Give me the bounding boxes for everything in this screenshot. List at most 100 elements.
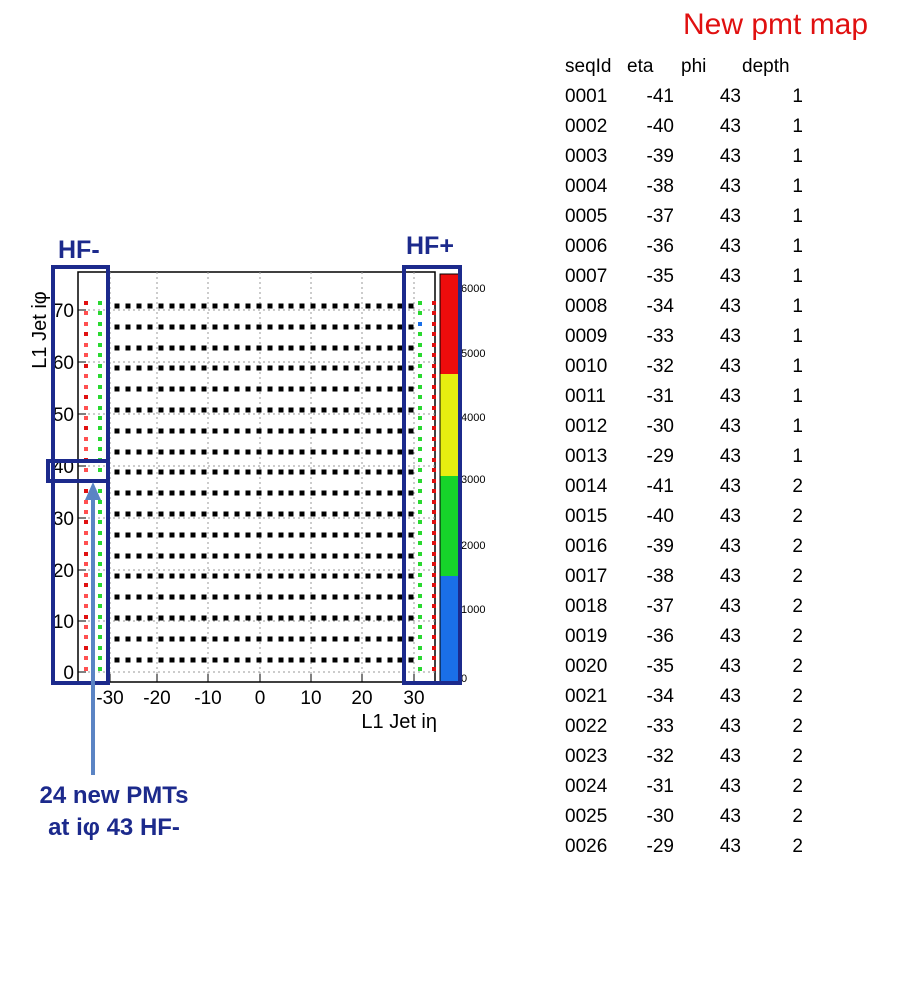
data-marker (223, 594, 229, 600)
data-marker (310, 615, 316, 621)
hf-minus-marker (84, 667, 88, 671)
data-marker (278, 636, 284, 642)
hf-minus-marker (84, 301, 88, 305)
data-marker (387, 532, 393, 538)
data-marker (332, 345, 338, 351)
data-marker (376, 386, 382, 392)
data-marker (321, 386, 327, 392)
hf-minus-marker (84, 447, 88, 451)
colorbar-segment (440, 274, 460, 374)
data-marker (321, 303, 327, 309)
hf-plus-marker (418, 458, 422, 462)
cell-phi: 43 (719, 626, 741, 647)
data-marker (245, 553, 251, 559)
data-marker (354, 532, 360, 538)
table-row: 0020 -35 43 2 (565, 656, 825, 686)
data-marker (332, 573, 338, 579)
data-marker (387, 657, 393, 663)
cell-seqid: 0021 (565, 686, 608, 707)
table-row: 0019 -36 43 2 (565, 626, 825, 656)
hf-minus-marker (84, 489, 88, 493)
data-marker (288, 636, 294, 642)
hf-minus-marker (98, 594, 102, 598)
data-marker (354, 449, 360, 455)
data-marker (299, 469, 305, 475)
data-marker (114, 365, 120, 371)
data-marker (147, 449, 153, 455)
hf-plus-marker (432, 447, 436, 451)
data-marker (278, 594, 284, 600)
y-tick-label: 0 (63, 663, 74, 684)
data-marker (256, 615, 262, 621)
hf-minus-marker (98, 301, 102, 305)
data-marker (169, 532, 175, 538)
hf-minus-marker (98, 510, 102, 514)
data-marker (387, 365, 393, 371)
data-marker (201, 532, 207, 538)
data-marker (321, 511, 327, 517)
data-marker (278, 615, 284, 621)
hf-plus-marker (418, 447, 422, 451)
data-marker (299, 511, 305, 517)
cell-depth: 2 (792, 806, 803, 827)
data-marker (190, 490, 196, 496)
data-marker (223, 303, 229, 309)
data-marker (365, 407, 371, 413)
data-marker (332, 657, 338, 663)
hf-minus-marker (84, 541, 88, 545)
data-marker (158, 573, 164, 579)
data-marker (179, 636, 185, 642)
y-tick-label: 20 (53, 561, 74, 582)
data-marker (397, 594, 403, 600)
hf-plus-marker (418, 562, 422, 566)
data-marker (212, 324, 218, 330)
data-marker (147, 657, 153, 663)
cell-depth: 2 (792, 686, 803, 707)
cell-seqid: 0015 (565, 506, 608, 527)
cell-depth: 1 (792, 446, 803, 467)
hf-plus-marker (432, 635, 436, 639)
data-marker (332, 407, 338, 413)
data-marker (288, 657, 294, 663)
hf-plus-marker (432, 594, 436, 598)
data-marker (365, 573, 371, 579)
hf-plus-marker (418, 437, 422, 441)
data-marker (321, 636, 327, 642)
hf-minus-marker (98, 656, 102, 660)
hf-plus-marker (432, 395, 436, 399)
hf-plus-marker (432, 416, 436, 420)
data-marker (125, 407, 131, 413)
data-marker (125, 615, 131, 621)
data-marker (114, 407, 120, 413)
table-row: 0017 -38 43 2 (565, 566, 825, 596)
data-marker (267, 615, 273, 621)
hf-minus-marker (84, 437, 88, 441)
data-marker (365, 386, 371, 392)
cell-depth: 1 (792, 266, 803, 287)
data-marker (114, 303, 120, 309)
data-marker (408, 511, 414, 517)
cell-seqid: 0016 (565, 536, 608, 557)
hf-minus-marker (98, 374, 102, 378)
data-marker (136, 594, 142, 600)
data-marker (234, 511, 240, 517)
data-marker (299, 594, 305, 600)
data-marker (190, 511, 196, 517)
data-marker (288, 553, 294, 559)
cell-eta: -38 (646, 176, 674, 197)
cell-eta: -29 (646, 446, 674, 467)
data-marker (212, 573, 218, 579)
data-marker (278, 469, 284, 475)
data-marker (234, 573, 240, 579)
data-marker (321, 469, 327, 475)
data-marker (256, 657, 262, 663)
data-marker (376, 303, 382, 309)
data-marker (158, 490, 164, 496)
data-marker (158, 511, 164, 517)
cell-phi: 43 (719, 236, 741, 257)
cell-eta: -38 (646, 566, 674, 587)
hf-minus-marker (84, 646, 88, 650)
data-marker (408, 428, 414, 434)
hf-minus-marker (84, 594, 88, 598)
